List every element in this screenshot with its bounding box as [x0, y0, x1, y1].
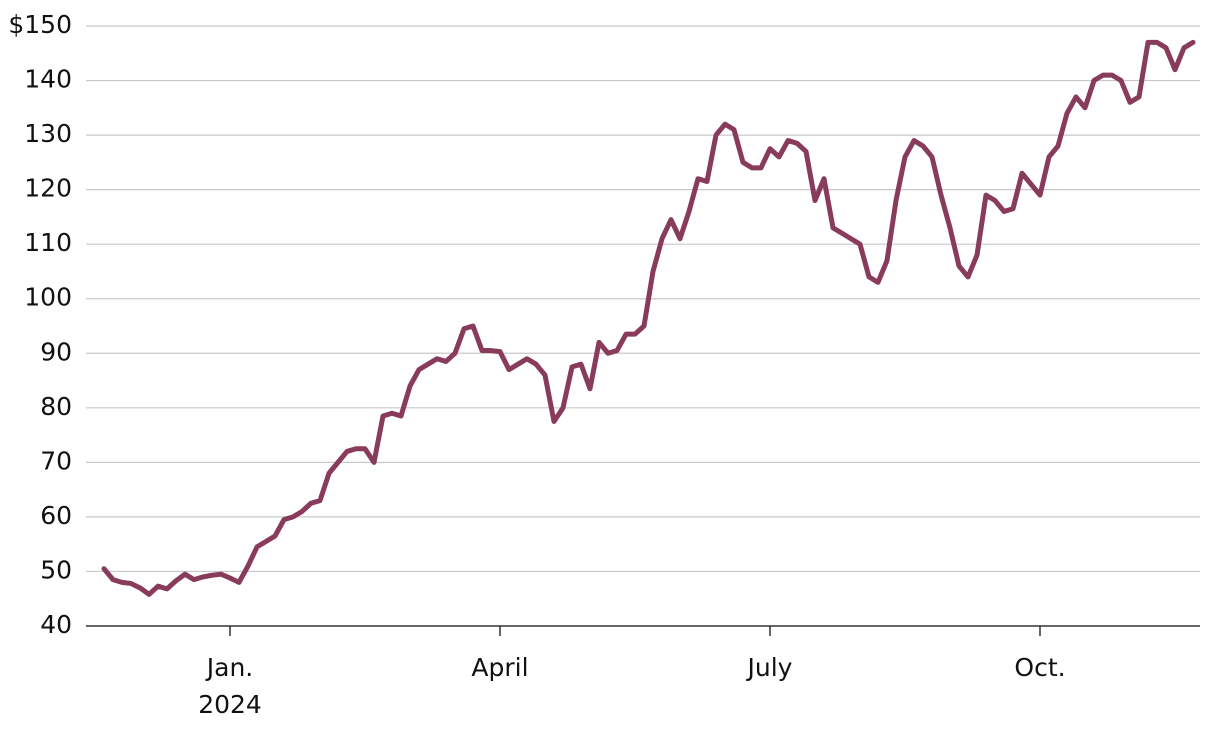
y-tick-label: 40 — [40, 610, 72, 639]
y-tick-label: 130 — [24, 119, 72, 148]
y-tick-label: 90 — [40, 337, 72, 366]
x-year-label: 2024 — [198, 690, 262, 719]
y-tick-label: 60 — [40, 501, 72, 530]
y-tick-label: 70 — [40, 446, 72, 475]
y-tick-label: 80 — [40, 392, 72, 421]
y-tick-label: 120 — [24, 174, 72, 203]
y-tick-label: 140 — [24, 65, 72, 94]
x-tick-label: Jan. — [205, 653, 253, 682]
x-tick-label: July — [746, 653, 793, 682]
x-tick-label: Oct. — [1014, 653, 1065, 682]
y-tick-label: 100 — [24, 283, 72, 312]
x-tick-label: April — [471, 653, 528, 682]
y-tick-label: 50 — [40, 555, 72, 584]
y-tick-label: 110 — [24, 228, 72, 257]
price-line — [101, 39, 1196, 597]
y-tick-label: $150 — [8, 10, 72, 39]
